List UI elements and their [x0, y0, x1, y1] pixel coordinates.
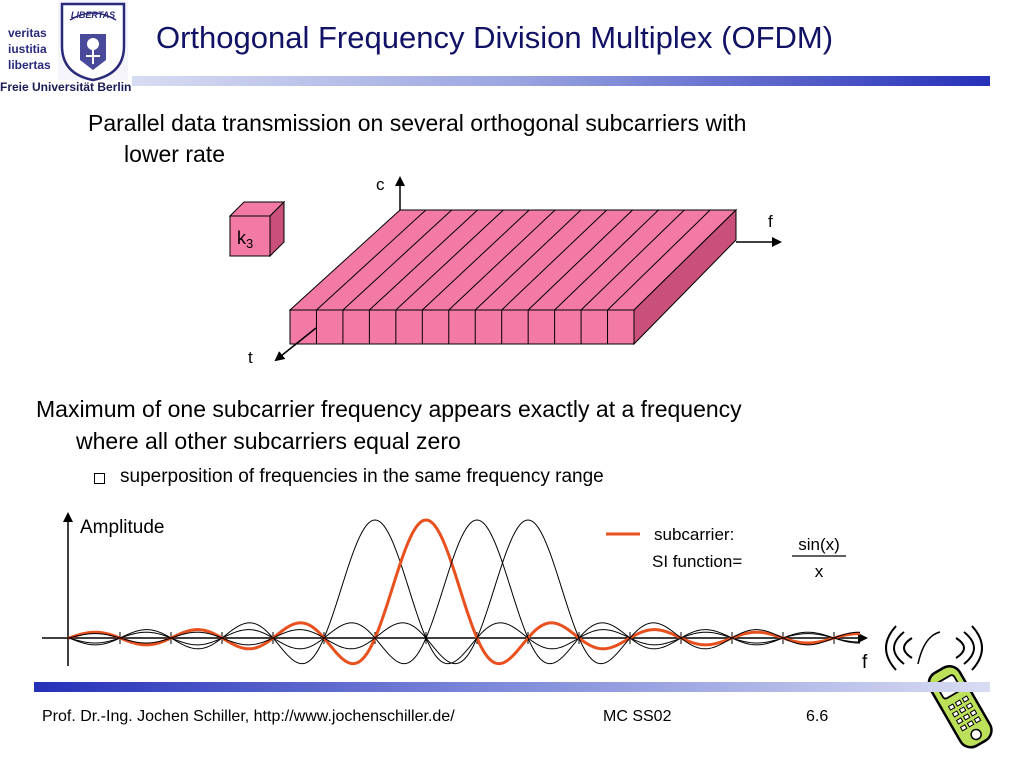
top-divider-4	[395, 209, 504, 311]
top-divider-10	[554, 209, 659, 311]
block-top-dividers	[316, 209, 711, 311]
title-divider-bar	[132, 76, 990, 86]
legend-line-1: subcarrier:	[654, 525, 734, 544]
footer-course: MC SS02	[603, 708, 672, 725]
f-axis-label: f	[768, 212, 773, 231]
t-axis	[274, 327, 317, 362]
subcarrier-curve-4	[67, 519, 861, 665]
top-divider-11	[580, 209, 685, 311]
amplitude-label: Amplitude	[80, 517, 165, 538]
block-front-face	[289, 309, 635, 345]
seal-icon: LIBERTAS	[58, 0, 128, 82]
svg-text:k3: k3	[237, 228, 253, 251]
page-number: 6.6	[806, 708, 829, 725]
checkbox-bullet-icon	[94, 473, 105, 484]
fraction-denominator: x	[815, 562, 824, 581]
top-divider-6	[448, 209, 556, 311]
motto-line-1: veritas	[8, 26, 47, 40]
top-divider-1	[316, 209, 427, 311]
university-name: Freie Universität Berlin	[0, 80, 132, 94]
slide-title: Orthogonal Frequency Division Multiplex …	[156, 20, 834, 55]
c-axis-label: c	[376, 175, 385, 194]
top-divider-8	[501, 209, 608, 311]
sub-bullet-text: superposition of frequencies in the same…	[120, 466, 604, 487]
legend-line-2: SI function=	[652, 552, 742, 571]
subcarrier-curve-3	[67, 519, 861, 665]
t-axis-label: t	[248, 348, 253, 367]
top-divider-7	[474, 209, 582, 311]
highlighted-subcarrier-curve	[67, 518, 861, 666]
fraction-numerator: sin(x)	[798, 535, 840, 554]
top-divider-5	[421, 209, 530, 311]
subcarrier-curves	[67, 518, 861, 666]
k3-subscript: 3	[246, 236, 253, 251]
bullet-1-line-1: Parallel data transmission on several or…	[88, 110, 747, 136]
bullet-2-line-2: where all other subcarriers equal zero	[76, 428, 461, 454]
top-divider-2	[342, 209, 453, 311]
university-logo: LIBERTAS veritas iustitia libertas	[0, 0, 130, 92]
sinc-superposition-plot: Amplitude f subcarrier: SI function= sin…	[42, 512, 868, 673]
svg-text:LIBERTAS: LIBERTAS	[71, 10, 115, 20]
bullet-2-line-1: Maximum of one subcarrier frequency appe…	[36, 396, 742, 422]
frequency-label: f	[862, 652, 868, 673]
bullet-1-line-2: lower rate	[124, 141, 225, 167]
top-divider-9	[527, 209, 633, 311]
block-front-dividers	[315, 310, 609, 344]
footer-divider-bar	[34, 682, 990, 692]
motto-line-2: iustitia	[8, 42, 47, 56]
motto-line-3: libertas	[8, 58, 51, 72]
top-divider-12	[607, 209, 711, 311]
footer-author: Prof. Dr.-Ing. Jochen Schiller, http://w…	[42, 708, 455, 725]
subcarrier-block-diagram: c f t k3	[228, 175, 782, 367]
k3-label: k	[237, 228, 247, 248]
k3-cube: k3	[228, 200, 286, 258]
top-divider-3	[369, 209, 478, 311]
